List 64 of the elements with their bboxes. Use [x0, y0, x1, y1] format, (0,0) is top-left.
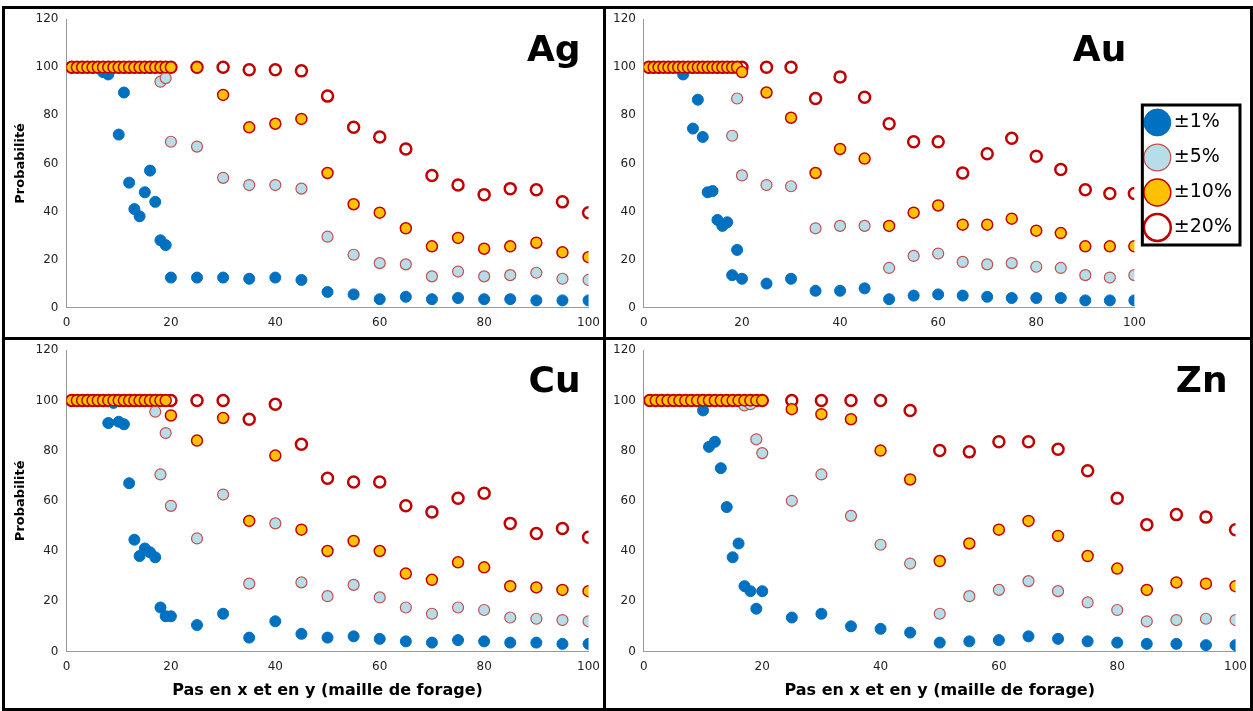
x-tick-label: 40: [832, 314, 848, 329]
x-tick-label: 0: [640, 658, 648, 673]
x-tick-label: 100: [1224, 658, 1247, 673]
y-tick-label: 60: [620, 492, 636, 507]
x-tick-label: 20: [163, 658, 179, 673]
x-tick-label: 80: [1028, 314, 1044, 329]
x-tick-label: 80: [476, 658, 492, 673]
y-tick-label: 100: [613, 392, 636, 407]
y-tick-label: 120: [35, 342, 59, 357]
y-tick-label: 80: [43, 107, 59, 122]
y-tick-label: 20: [43, 593, 59, 608]
y-tick-label: 40: [620, 543, 636, 558]
x-tick-label: 0: [62, 314, 71, 329]
y-tick-label: 40: [43, 203, 59, 218]
legend-label: ±1%: [1173, 109, 1220, 132]
x-tick-label: 40: [872, 658, 889, 673]
x-tick-label: 20: [734, 314, 750, 329]
legend-label: ±5%: [1173, 144, 1220, 167]
y-tick-label: 100: [613, 59, 636, 74]
y-tick-label: 100: [35, 59, 59, 74]
y-tick-label: 60: [620, 155, 636, 170]
x-tick-label: 100: [1122, 314, 1146, 329]
y-tick-label: 0: [50, 643, 59, 658]
y-tick-label: 0: [50, 299, 59, 314]
y-tick-label: 80: [620, 107, 636, 122]
x-tick-label: 60: [372, 658, 388, 673]
y-axis-title: Probabilité: [12, 122, 28, 204]
y-tick-label: 120: [613, 11, 636, 26]
y-tick-label: 40: [620, 203, 636, 218]
y-tick-label: 40: [43, 543, 59, 558]
chart-title: Ag: [526, 27, 581, 69]
chart-title: Zn: [1175, 358, 1228, 400]
y-tick-label: 80: [620, 442, 636, 457]
y-axis-title: Probabilité: [12, 460, 28, 542]
x-tick-label: 80: [1109, 658, 1125, 673]
y-tick-label: 0: [628, 299, 636, 314]
y-tick-label: 20: [43, 251, 59, 266]
y-tick-label: 60: [43, 155, 59, 170]
x-tick-label: 0: [62, 658, 71, 673]
y-tick-label: 20: [620, 593, 636, 608]
x-axis-title: Pas en x et en y (maille de forage): [784, 679, 1096, 699]
legend-label: ±20%: [1173, 214, 1233, 237]
x-tick-label: 100: [577, 314, 600, 329]
x-tick-label: 20: [754, 658, 770, 673]
chart-title: Cu: [528, 358, 581, 400]
x-axis-title: Pas en x et en y (maille de forage): [172, 679, 483, 699]
y-tick-label: 60: [43, 492, 59, 507]
x-tick-label: 60: [372, 314, 388, 329]
y-tick-label: 20: [620, 251, 636, 266]
x-tick-label: 100: [577, 658, 600, 673]
y-tick-label: 120: [35, 11, 59, 26]
y-tick-label: 80: [43, 442, 59, 457]
x-tick-label: 60: [991, 658, 1007, 673]
x-tick-label: 40: [267, 658, 283, 673]
y-tick-label: 0: [628, 643, 636, 658]
chart-title: Au: [1072, 27, 1127, 69]
x-tick-label: 60: [930, 314, 946, 329]
x-tick-label: 80: [476, 314, 492, 329]
y-tick-label: 120: [613, 342, 636, 357]
x-tick-label: 0: [640, 314, 648, 329]
x-tick-label: 20: [163, 314, 179, 329]
legend-label: ±10%: [1173, 179, 1233, 202]
x-tick-label: 40: [267, 314, 283, 329]
y-tick-label: 100: [35, 392, 59, 407]
